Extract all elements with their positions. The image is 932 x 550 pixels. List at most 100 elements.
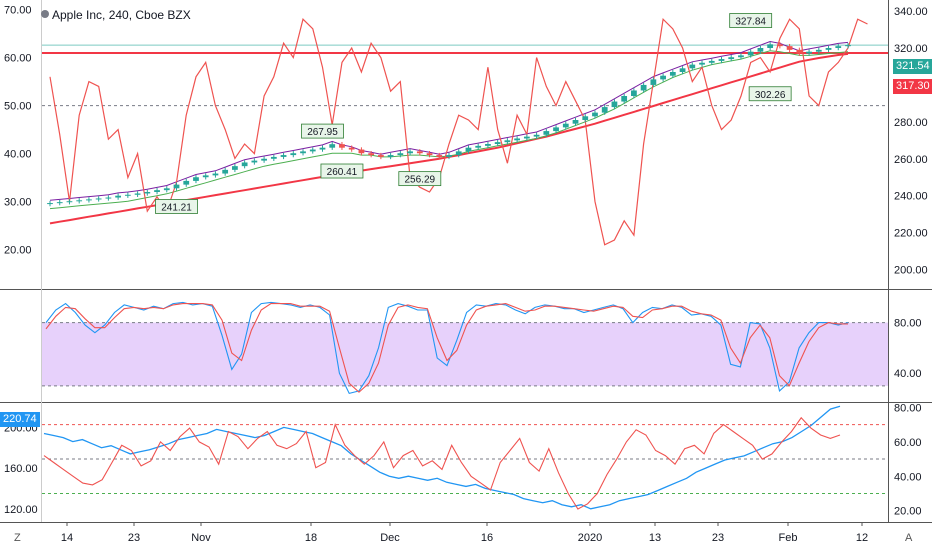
time-axis-tick: Nov <box>191 532 211 544</box>
candle-body <box>212 173 219 176</box>
candle-body <box>319 147 326 150</box>
oscillator-value-tag: 220.74 <box>0 412 40 427</box>
time-axis-tick: 23 <box>128 532 140 544</box>
candle-body <box>86 199 92 201</box>
price-axis-tick: 280.00 <box>894 117 928 129</box>
time-axis-tick: 18 <box>305 532 317 544</box>
time-axis-tick: 16 <box>481 532 493 544</box>
candle-body <box>767 44 774 48</box>
price-axis-tick: 260.00 <box>894 154 928 166</box>
candle-body <box>718 59 725 61</box>
annotation-label: 256.29 <box>405 175 436 186</box>
candle-body <box>796 49 803 54</box>
annotation-label: 267.95 <box>307 127 338 138</box>
stochastic-axis-tick: 80.00 <box>894 318 922 330</box>
candle-body <box>835 46 842 48</box>
candle-body <box>144 192 151 194</box>
candle-body <box>105 197 112 199</box>
candle-body <box>329 144 336 148</box>
candle-body <box>358 149 365 154</box>
time-axis-tick: 12 <box>856 532 868 544</box>
candle-body <box>270 156 277 159</box>
annotation-label: 241.21 <box>161 202 192 213</box>
candle-body <box>815 49 822 52</box>
candle-body <box>183 180 190 185</box>
candle-body <box>261 158 267 161</box>
candle-body <box>592 112 598 117</box>
price-pane-oscillator-line <box>49 17 868 246</box>
candle-body <box>747 51 754 56</box>
annotation-label: 327.84 <box>735 17 766 28</box>
candle-body <box>193 177 199 181</box>
price-axis-tick: 320.00 <box>894 43 928 55</box>
left-axis-tick: 20.00 <box>4 245 32 257</box>
candle-body <box>232 166 238 170</box>
candle-body <box>368 153 375 156</box>
candle-body <box>416 151 423 154</box>
candle-body <box>309 149 316 152</box>
price-axis-tick: 220.00 <box>894 228 928 240</box>
candle-body <box>504 140 511 143</box>
candle-body <box>679 68 686 72</box>
candle-body <box>728 57 735 60</box>
corner-z-label[interactable]: Z <box>14 532 21 544</box>
candle-body <box>339 144 345 148</box>
candle-body <box>485 144 491 146</box>
candle-body <box>699 62 705 65</box>
candle-body <box>95 198 102 200</box>
candle-body <box>47 203 53 205</box>
left-axis-tick: 40.00 <box>4 149 32 161</box>
price-axis-tick: 200.00 <box>894 265 928 277</box>
candle-body <box>76 200 83 202</box>
corner-a-label[interactable]: A <box>905 532 913 544</box>
candle-body <box>475 145 482 148</box>
candle-body <box>514 138 521 141</box>
candle-body <box>134 193 141 195</box>
oscillator-right-tick: 20.00 <box>894 506 922 518</box>
oscillator-left-tick: 120.00 <box>4 504 38 516</box>
stochastic-band <box>42 322 888 386</box>
last-price-tag: 321.54 <box>893 59 932 74</box>
annotation-box <box>398 171 442 187</box>
annotation-box <box>748 86 792 102</box>
oscillator-left-tick: 160.00 <box>4 463 38 475</box>
left-axis-tick: 30.00 <box>4 197 32 209</box>
candle-body <box>377 155 384 157</box>
mid-moving-average-line <box>49 40 849 201</box>
time-axis-tick: 23 <box>712 532 724 544</box>
left-axis-tick: 50.00 <box>4 101 32 113</box>
candle-body <box>300 151 306 154</box>
candle-body <box>446 155 452 157</box>
candle-body <box>222 169 229 174</box>
candle-body <box>601 107 608 113</box>
oscillator-red-line <box>43 416 841 510</box>
candle-body <box>455 151 462 156</box>
candle-body <box>280 155 287 157</box>
candle-body <box>202 175 209 178</box>
price-axis-tick: 340.00 <box>894 6 928 18</box>
stochastic-k-line <box>45 301 849 395</box>
ma-price-tag: 317.30 <box>893 79 932 94</box>
candle-body <box>407 151 413 154</box>
candle-body <box>776 44 783 47</box>
candle-body <box>708 60 715 63</box>
candle-body <box>290 153 297 156</box>
candle-body <box>56 202 63 204</box>
annotation-label: 302.26 <box>755 90 786 101</box>
candle-body <box>436 155 443 157</box>
oscillator-blue-line <box>43 405 841 510</box>
candle-body <box>845 45 851 47</box>
candle-body <box>650 79 657 85</box>
candle-body <box>572 120 579 124</box>
chart-legend[interactable]: Apple Inc, 240, Cboe BZX <box>52 8 191 22</box>
left-axis-tick: 60.00 <box>4 53 32 65</box>
candle-body <box>825 48 832 50</box>
annotation-box <box>320 163 364 179</box>
candle-body <box>660 75 666 80</box>
candle-body <box>611 101 618 108</box>
time-axis-tick: 14 <box>61 532 73 544</box>
candle-body <box>494 142 501 144</box>
candle-body <box>66 201 73 203</box>
